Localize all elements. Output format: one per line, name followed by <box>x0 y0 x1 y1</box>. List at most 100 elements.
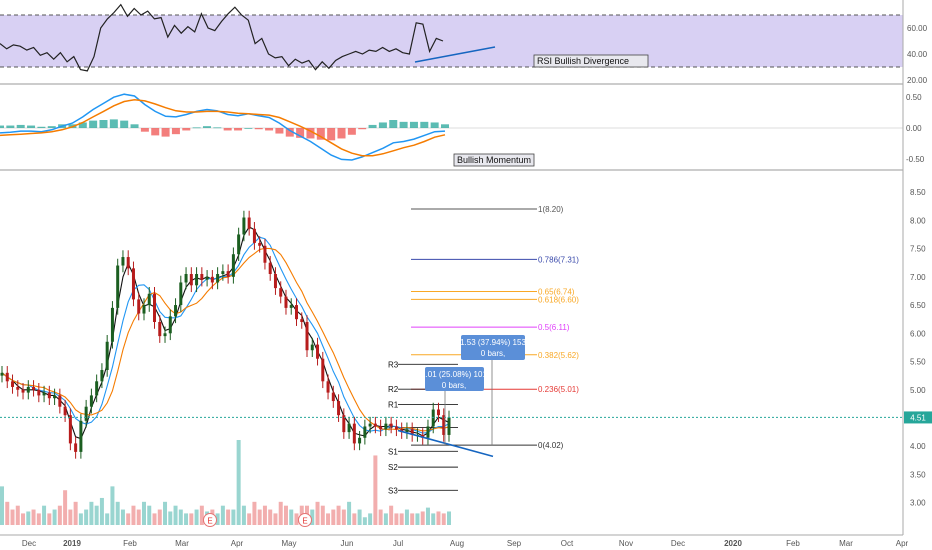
candle-body <box>58 395 62 407</box>
volume-bar <box>194 509 199 525</box>
rsi-panel[interactable]: RSI Bullish Divergence <box>0 3 903 85</box>
volume-bar <box>289 509 294 525</box>
macd-histogram-bar <box>368 124 377 128</box>
candle-body <box>394 426 398 430</box>
candle-body <box>137 299 141 314</box>
right-price-axis[interactable]: 60.00 40.00 20.00 0.50 0.00 -0.50 8.50 8.00 7.50… <box>902 0 932 535</box>
macd-histogram-bar <box>47 126 56 128</box>
candle-body <box>405 429 409 433</box>
measure-large-line1: 1.53 (37.94%) 153 <box>460 338 526 347</box>
macd-histogram-bar <box>265 128 274 131</box>
volume-bar <box>178 509 183 525</box>
candle-body <box>116 265 120 308</box>
macd-histogram-bar <box>99 120 108 128</box>
time-axis-tick: Feb <box>786 539 800 548</box>
macd-line <box>0 93 446 161</box>
volume-bar <box>226 509 231 525</box>
current-price-badge <box>904 411 932 424</box>
candle-body <box>74 443 78 452</box>
volume-bar <box>404 509 409 525</box>
volume-bar <box>5 501 10 525</box>
macd-histogram-bar <box>296 128 305 138</box>
earnings-marker-icon[interactable] <box>298 513 312 527</box>
macd-histogram-bar <box>430 122 439 128</box>
volume-bar <box>220 505 225 525</box>
volume-bar <box>415 513 420 525</box>
fib-level-label: 0.618(6.60) <box>538 295 579 304</box>
rsi-divergence-trendline[interactable] <box>414 46 496 63</box>
candle-body <box>352 423 356 444</box>
candle-body <box>431 409 435 427</box>
macd-histogram-bar <box>275 128 284 134</box>
rsi-band <box>0 15 903 67</box>
volume-bar <box>241 505 246 525</box>
price-axis-tick: 8.50 <box>910 188 926 197</box>
time-axis-tick: Oct <box>561 539 574 548</box>
macd-panel[interactable]: Bullish Momentum <box>0 93 903 171</box>
volume-bar <box>278 501 283 525</box>
candle-body <box>105 341 109 370</box>
candle-body <box>384 423 388 430</box>
time-axis[interactable]: Dec 2019 Feb Mar Apr May Jun Jul Aug Sep Oct Nov Dec… <box>0 534 909 548</box>
candle-body <box>131 268 135 300</box>
macd-histogram-bar <box>254 128 263 130</box>
candle-body <box>53 395 57 399</box>
price-axis-tick: 5.00 <box>910 386 926 395</box>
volume-bar <box>362 517 367 525</box>
volume-bar <box>347 501 352 525</box>
volume-bar <box>315 501 320 525</box>
measure-small-box <box>425 367 484 391</box>
macd-histogram-bar <box>151 128 160 136</box>
volume-bar <box>163 501 168 525</box>
macd-histogram-bar <box>37 126 46 128</box>
macd-histogram-bar <box>0 125 4 128</box>
candle-body <box>310 344 314 351</box>
rsi-axis-tick: 20.00 <box>907 76 928 85</box>
candle-body <box>121 257 125 266</box>
volume-bar <box>31 509 36 525</box>
candle-body <box>5 372 9 382</box>
candle-body <box>347 423 351 433</box>
macd-histogram-bar <box>327 128 336 141</box>
volume-bar <box>157 509 162 525</box>
time-axis-tick: Jun <box>341 539 354 548</box>
candle-body <box>21 389 25 393</box>
volume-bar <box>73 501 78 525</box>
price-trendline[interactable] <box>397 429 494 458</box>
candle-body <box>442 415 446 435</box>
candle-body <box>368 423 372 427</box>
price-panel[interactable]: 1(8.20) 0.786(7.31) 0.65(6.74)0.618(6.60) 0… <box>0 205 903 527</box>
volume-bar <box>47 513 52 525</box>
candle-body <box>42 392 46 396</box>
volume-bar <box>236 440 241 525</box>
volume-bar <box>105 513 110 525</box>
candle-body <box>189 274 193 286</box>
candle-body <box>226 271 230 277</box>
candle-body <box>247 217 251 229</box>
volume-bar <box>294 513 299 525</box>
volume-bar <box>262 505 267 525</box>
volume-bar <box>63 490 68 525</box>
volume-bar <box>441 513 446 525</box>
volume-bar <box>10 509 15 525</box>
candle-body <box>389 423 393 427</box>
volume-bar <box>352 513 357 525</box>
candle-body <box>289 305 293 308</box>
earnings-marker-icon[interactable] <box>203 513 217 527</box>
volume-bar <box>257 509 262 525</box>
volume-bar <box>247 513 252 525</box>
price-axis-tick: 6.00 <box>910 329 926 338</box>
time-axis-tick: Feb <box>123 539 137 548</box>
candle-body <box>37 389 41 396</box>
volume-bar <box>199 505 204 525</box>
time-axis-tick: Apr <box>231 539 244 548</box>
candle-body <box>168 316 172 334</box>
macd-histogram-bar <box>358 128 367 130</box>
candle-body <box>447 417 451 435</box>
candle-body <box>195 274 199 286</box>
candle-body <box>216 274 220 283</box>
macd-histogram-bar <box>202 126 211 128</box>
macd-histogram-bar <box>16 124 25 128</box>
candle-body <box>147 293 151 306</box>
